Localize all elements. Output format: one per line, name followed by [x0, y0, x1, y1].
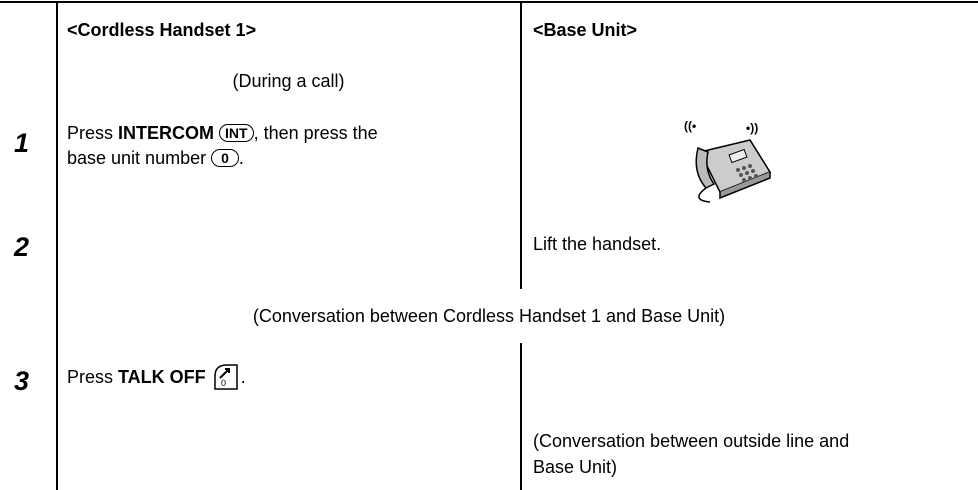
note: (During a call) — [232, 71, 345, 91]
talk-off-icon: 0 — [213, 364, 238, 390]
base-unit-illustration: ((• •)) — [684, 119, 772, 203]
text: Press — [67, 367, 119, 387]
step-number: 2 — [14, 232, 30, 262]
step-text: base unit number 0. — [67, 147, 244, 169]
step-text: Press INTERCOM INT, then press the — [67, 122, 378, 144]
text: Press — [67, 123, 119, 143]
note: (Conversation between Cordless Handset 1… — [252, 306, 726, 326]
text: . — [238, 148, 244, 168]
text: base unit number — [67, 148, 212, 168]
step-text: Lift the handset. — [533, 234, 662, 254]
top-rule — [0, 1, 978, 3]
column-rule — [520, 1, 522, 289]
key-icon: 0 — [211, 149, 239, 167]
key-icon: INT — [219, 124, 254, 142]
svg-text:0: 0 — [221, 378, 226, 388]
step-number: 1 — [14, 128, 30, 158]
text: , then press the — [253, 123, 378, 143]
column-header: <Base Unit> — [533, 20, 638, 40]
step-number: 3 — [14, 366, 30, 396]
svg-text:((•: ((• — [684, 119, 696, 133]
svg-text:•)): •)) — [746, 121, 758, 135]
button-name: INTERCOM — [118, 123, 215, 143]
column-rule — [520, 343, 522, 490]
button-name: TALK OFF — [118, 367, 206, 387]
step-text: Base Unit) — [533, 457, 618, 477]
column-header: <Cordless Handset 1> — [67, 20, 257, 40]
step-text: (Conversation between outside line and — [533, 431, 850, 451]
step-text: Press TALK OFF 0. — [67, 362, 246, 392]
text: . — [240, 367, 246, 387]
column-rule — [56, 1, 58, 490]
